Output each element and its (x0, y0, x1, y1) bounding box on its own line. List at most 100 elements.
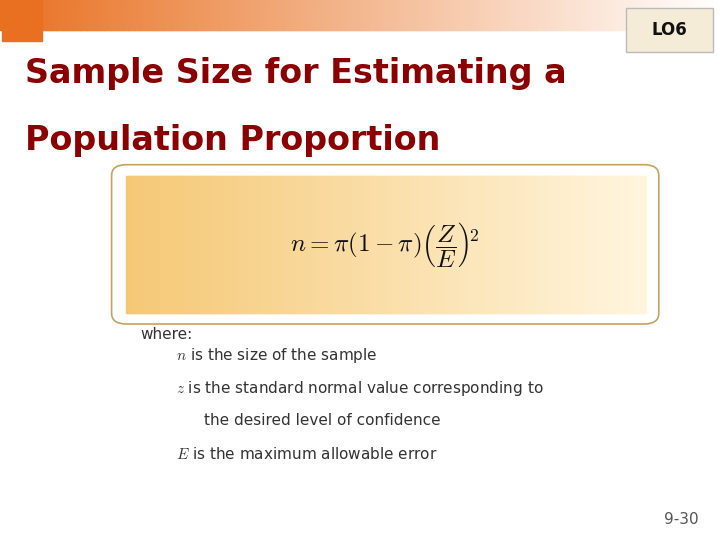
Bar (410, 0, 414, 30)
Bar (582, 176, 585, 313)
Bar (559, 176, 563, 313)
Bar (135, 0, 138, 30)
Bar (598, 176, 601, 313)
Bar (271, 0, 275, 30)
Bar (521, 0, 525, 30)
Bar (585, 0, 590, 30)
Bar (439, 0, 443, 30)
Bar (50, 0, 54, 30)
Bar (268, 176, 271, 313)
Bar (531, 0, 534, 30)
Bar (473, 176, 477, 313)
Bar (446, 0, 450, 30)
Bar (588, 0, 592, 30)
Bar (316, 176, 319, 313)
Bar (617, 0, 621, 30)
Bar (401, 176, 404, 313)
Text: $n = \pi(1 - \pi)\left(\dfrac{Z}{E}\right)^{\!2}$: $n = \pi(1 - \pi)\left(\dfrac{Z}{E}\righ… (290, 220, 480, 269)
Bar (713, 0, 716, 30)
Bar (254, 0, 258, 30)
Bar (264, 0, 268, 30)
Bar (204, 0, 208, 30)
Bar (610, 0, 613, 30)
Bar (433, 176, 437, 313)
Bar (263, 176, 266, 313)
Bar (233, 0, 237, 30)
Bar (207, 176, 210, 313)
Bar (280, 176, 283, 313)
Bar (364, 176, 368, 313)
Bar (427, 176, 430, 313)
Bar (151, 0, 155, 30)
Bar (145, 176, 148, 313)
Bar (402, 176, 405, 313)
Bar (278, 176, 282, 313)
Bar (369, 176, 373, 313)
Bar (482, 176, 485, 313)
Bar (456, 0, 460, 30)
Bar (358, 176, 361, 313)
Bar (567, 0, 570, 30)
Bar (317, 0, 320, 30)
Bar (598, 0, 601, 30)
Bar (204, 176, 207, 313)
Bar (686, 0, 690, 30)
Bar (603, 176, 606, 313)
Bar (231, 176, 235, 313)
Bar (365, 0, 369, 30)
Bar (294, 176, 297, 313)
Bar (641, 176, 644, 313)
Bar (496, 176, 499, 313)
Bar (632, 176, 636, 313)
Bar (237, 176, 240, 313)
Bar (48, 0, 52, 30)
Bar (360, 0, 364, 30)
Bar (0, 0, 4, 30)
Bar (489, 176, 492, 313)
Bar (468, 176, 472, 313)
Bar (282, 176, 284, 313)
Bar (534, 176, 537, 313)
Bar (480, 0, 484, 30)
Bar (261, 176, 264, 313)
Bar (425, 176, 428, 313)
Bar (358, 0, 361, 30)
Bar (353, 0, 356, 30)
Bar (147, 176, 150, 313)
Bar (131, 176, 135, 313)
Bar (622, 176, 625, 313)
Bar (250, 0, 253, 30)
Bar (74, 0, 78, 30)
Bar (209, 0, 212, 30)
Bar (398, 0, 402, 30)
Bar (475, 176, 478, 313)
Bar (527, 176, 530, 313)
Bar (153, 0, 158, 30)
Bar (41, 0, 45, 30)
Bar (574, 176, 577, 313)
Bar (620, 176, 624, 313)
Bar (437, 0, 441, 30)
Bar (222, 176, 226, 313)
Bar (660, 0, 664, 30)
Bar (487, 176, 490, 313)
Bar (487, 0, 491, 30)
Bar (611, 176, 615, 313)
Bar (484, 176, 487, 313)
Bar (164, 176, 167, 313)
Bar (63, 0, 66, 30)
Bar (701, 0, 705, 30)
Bar (490, 0, 493, 30)
Bar (684, 0, 688, 30)
Bar (58, 0, 61, 30)
Bar (675, 0, 678, 30)
Bar (377, 0, 381, 30)
Bar (513, 0, 518, 30)
Bar (332, 176, 335, 313)
Bar (634, 176, 637, 313)
Bar (378, 176, 382, 313)
Bar (12, 0, 16, 30)
Bar (159, 176, 162, 313)
Bar (614, 0, 618, 30)
Bar (190, 176, 193, 313)
